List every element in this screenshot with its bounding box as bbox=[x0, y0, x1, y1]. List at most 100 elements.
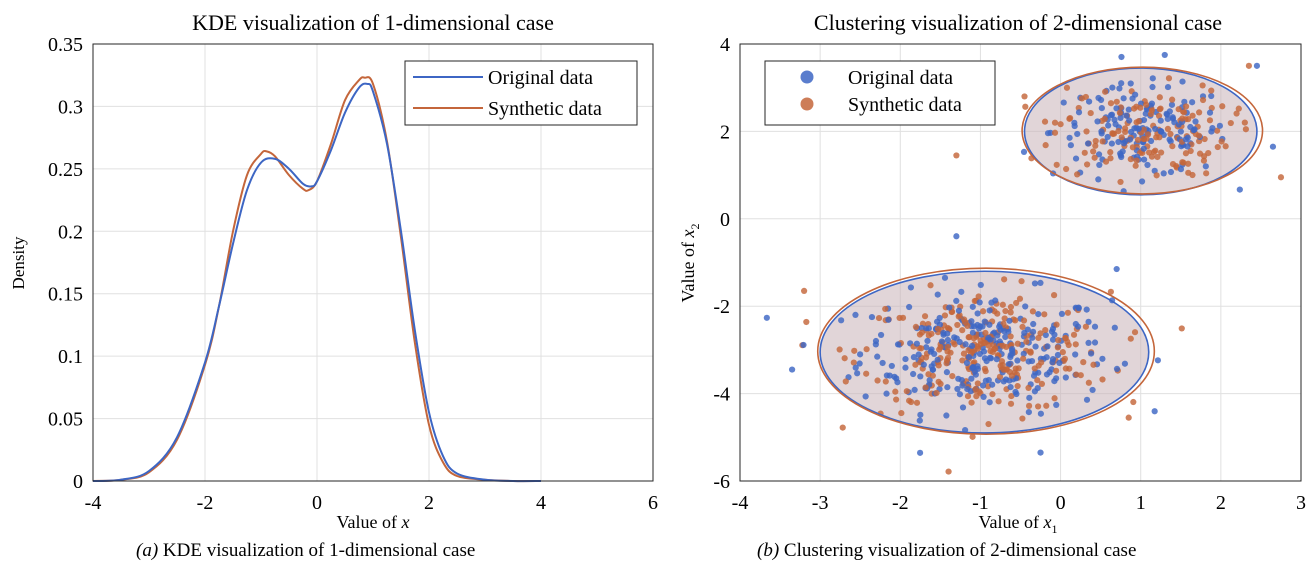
cluster-ellipse-original bbox=[1023, 67, 1258, 196]
point-synthetic bbox=[1165, 75, 1173, 82]
point-synthetic bbox=[1178, 325, 1185, 332]
point-original bbox=[986, 307, 993, 314]
point-original bbox=[857, 351, 864, 358]
point-synthetic bbox=[842, 378, 849, 385]
point-original bbox=[964, 386, 971, 393]
point-synthetic bbox=[1185, 169, 1192, 176]
point-synthetic bbox=[1078, 95, 1086, 102]
point-synthetic bbox=[969, 433, 976, 440]
point-synthetic bbox=[1029, 308, 1036, 315]
cluster-xtick-label: -2 bbox=[892, 492, 909, 514]
point-synthetic bbox=[1087, 109, 1094, 117]
point-original bbox=[956, 338, 963, 346]
point-synthetic bbox=[1080, 359, 1087, 366]
point-synthetic bbox=[1180, 159, 1187, 166]
point-synthetic bbox=[1053, 367, 1060, 374]
point-original bbox=[1113, 265, 1120, 273]
point-synthetic bbox=[1129, 144, 1136, 151]
point-synthetic bbox=[1169, 96, 1176, 103]
point-synthetic bbox=[1140, 135, 1147, 143]
kde-ytick-label: 0.15 bbox=[48, 284, 83, 306]
point-original bbox=[954, 385, 961, 393]
point-original bbox=[968, 375, 975, 382]
point-synthetic bbox=[1013, 299, 1020, 307]
point-synthetic bbox=[913, 399, 921, 406]
point-original bbox=[1072, 155, 1080, 162]
point-original bbox=[970, 323, 978, 330]
point-synthetic bbox=[863, 346, 870, 353]
point-original bbox=[907, 284, 915, 291]
point-synthetic bbox=[959, 327, 966, 334]
kde-chart-title: KDE visualization of 1-dimensional case bbox=[192, 10, 554, 35]
point-synthetic bbox=[1131, 329, 1139, 336]
point-original bbox=[1126, 117, 1133, 124]
point-original bbox=[1020, 350, 1027, 357]
point-synthetic bbox=[1025, 384, 1032, 392]
cluster-xtick-label: -3 bbox=[812, 492, 829, 514]
point-original bbox=[1035, 311, 1042, 318]
point-synthetic bbox=[912, 361, 919, 368]
point-original bbox=[992, 297, 999, 304]
point-original bbox=[1120, 140, 1128, 147]
point-original bbox=[1030, 320, 1037, 328]
point-original bbox=[1049, 325, 1057, 333]
point-original bbox=[1140, 145, 1147, 152]
point-synthetic bbox=[925, 371, 932, 378]
point-synthetic bbox=[1041, 118, 1049, 125]
point-synthetic bbox=[1020, 355, 1027, 362]
point-original bbox=[1083, 306, 1090, 313]
point-original bbox=[974, 363, 981, 370]
point-original bbox=[1131, 125, 1138, 132]
point-synthetic bbox=[1199, 82, 1206, 89]
point-synthetic bbox=[1055, 337, 1062, 344]
point-synthetic bbox=[1084, 161, 1091, 168]
kde-legend-box bbox=[404, 60, 638, 126]
point-original bbox=[943, 412, 950, 419]
point-original bbox=[946, 304, 953, 311]
point-synthetic bbox=[1063, 84, 1071, 91]
point-original bbox=[1058, 310, 1066, 318]
point-synthetic bbox=[1154, 153, 1161, 161]
point-original bbox=[944, 384, 951, 391]
point-original bbox=[1108, 140, 1115, 147]
kde-xlabel: Value of x bbox=[337, 512, 410, 532]
point-synthetic bbox=[1012, 317, 1019, 324]
point-synthetic bbox=[1020, 317, 1028, 324]
point-synthetic bbox=[1008, 392, 1015, 400]
point-original bbox=[993, 356, 1000, 363]
point-original bbox=[788, 366, 796, 373]
point-original bbox=[1031, 280, 1039, 287]
point-original bbox=[1031, 388, 1038, 395]
point-original bbox=[888, 362, 895, 370]
point-original bbox=[1029, 334, 1036, 341]
point-synthetic bbox=[1002, 307, 1009, 315]
cluster-ellipse-synthetic bbox=[816, 267, 1156, 436]
point-synthetic bbox=[1214, 143, 1221, 151]
point-original bbox=[1095, 94, 1102, 102]
point-original bbox=[1005, 361, 1012, 368]
point-synthetic bbox=[959, 357, 966, 364]
kde-series-lines bbox=[92, 76, 542, 483]
point-original bbox=[1192, 118, 1199, 125]
point-original bbox=[980, 348, 988, 355]
cluster-ellipse-original bbox=[819, 270, 1150, 434]
point-synthetic bbox=[960, 316, 968, 323]
point-synthetic bbox=[1051, 395, 1058, 402]
point-synthetic bbox=[1175, 106, 1182, 113]
point-synthetic bbox=[1158, 149, 1165, 156]
kde-xtick-label: 6 bbox=[648, 492, 658, 514]
point-original bbox=[951, 334, 958, 341]
point-synthetic bbox=[1117, 178, 1124, 186]
point-original bbox=[1138, 178, 1146, 185]
point-synthetic bbox=[994, 310, 1001, 317]
cluster-legend-label-original: Original data bbox=[848, 67, 953, 89]
point-synthetic bbox=[1148, 153, 1156, 160]
cluster-xtick-label: -4 bbox=[732, 492, 749, 514]
cluster-xtick-label: -1 bbox=[972, 492, 989, 514]
point-original bbox=[1208, 128, 1215, 135]
cluster-legend-marker-synthetic bbox=[800, 97, 814, 111]
point-original bbox=[1083, 396, 1091, 403]
point-original bbox=[874, 353, 881, 360]
point-synthetic bbox=[874, 377, 881, 384]
point-original bbox=[1044, 130, 1052, 137]
